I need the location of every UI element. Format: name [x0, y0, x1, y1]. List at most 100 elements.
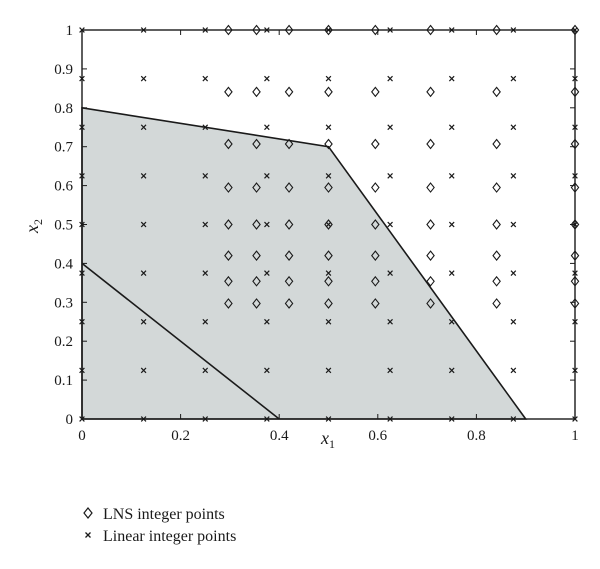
- lns-point: [324, 86, 333, 98]
- linear-point: [325, 124, 332, 131]
- linear-point: [387, 221, 393, 228]
- linear-point: [387, 270, 393, 276]
- lns-point: [284, 86, 294, 98]
- lns-point: [284, 250, 294, 262]
- x-axis-label: x1: [320, 428, 335, 451]
- lns-point: [324, 138, 333, 150]
- linear-point: [140, 318, 147, 325]
- axes: 0 0.2 0.4 0.6 0.8 1 0 0.1 0.2 0.3 0.4 0.5 0.6 0.7 0.8 0…: [54, 23, 579, 444]
- lns-point: [371, 138, 380, 150]
- linear-point: [448, 270, 455, 276]
- legend: LNS integer points Linear integer points: [83, 506, 236, 545]
- lns-point: [492, 250, 501, 262]
- x-tick-label: 0.8: [467, 428, 486, 444]
- y-tick-label: 0.8: [54, 101, 73, 117]
- y-tick-label: 0.6: [54, 179, 73, 195]
- linear-point: [325, 367, 332, 374]
- lns-point: [224, 275, 233, 287]
- linear-point: [202, 173, 209, 179]
- x-tick-label: 0.4: [270, 428, 289, 444]
- lns-point: [224, 86, 233, 98]
- linear-point: [510, 221, 517, 228]
- y-tick-label: 0.9: [54, 62, 73, 78]
- legend-label-linear: Linear integer points: [103, 528, 236, 545]
- y-tick-label: 0.4: [54, 256, 73, 272]
- lns-point: [252, 138, 261, 150]
- inner-boundary-line: [81, 262, 280, 420]
- lns-point: [252, 182, 261, 193]
- linear-point: [510, 173, 517, 179]
- linear-point: [264, 221, 270, 228]
- lns-point: [284, 24, 294, 36]
- linear-point: [202, 367, 209, 374]
- linear-point: [448, 367, 455, 374]
- lns-point: [224, 138, 233, 150]
- linear-point: [264, 270, 270, 276]
- y-tick-label: 0.2: [54, 334, 73, 350]
- lns-point: [252, 24, 261, 36]
- lns-point: [426, 24, 435, 36]
- lns-point: [324, 298, 333, 309]
- y-tick-label: 0.5: [54, 218, 73, 234]
- lns-point: [371, 250, 380, 262]
- x-axis-label-subscript: 1: [329, 437, 335, 451]
- lns-point: [492, 86, 501, 98]
- y-tick-label: 0.1: [54, 373, 73, 389]
- lns-point: [284, 219, 294, 230]
- lns-point: [224, 182, 233, 193]
- lns-point: [252, 298, 261, 309]
- linear-point: [140, 367, 147, 374]
- linear-point: [140, 124, 147, 131]
- lns-point: [426, 182, 435, 193]
- lns-point: [324, 250, 333, 262]
- linear-point: [140, 75, 147, 82]
- linear-point: [140, 221, 147, 228]
- linear-point: [325, 270, 332, 276]
- x-tick-label: 0.2: [171, 428, 190, 444]
- linear-point: [510, 124, 517, 131]
- feasible-region: [81, 106, 528, 420]
- lns-point: [371, 86, 380, 98]
- y-tick-label: 0.7: [54, 140, 73, 156]
- linear-point: [202, 75, 209, 82]
- y-axis-label-subscript: 2: [31, 219, 45, 225]
- legend-item-linear: Linear integer points: [85, 528, 236, 545]
- lns-point: [426, 138, 435, 150]
- linear-point: [387, 75, 393, 82]
- y-axis-label: x2: [22, 219, 45, 234]
- lns-point: [224, 298, 233, 309]
- lns-point: [426, 275, 435, 287]
- linear-point: [325, 75, 332, 82]
- linear-point: [264, 75, 270, 82]
- linear-point: [325, 173, 332, 179]
- lns-point: [426, 298, 435, 309]
- x-marker-icon: [85, 532, 91, 538]
- lns-point: [252, 86, 261, 98]
- x-tick-label: 0.6: [368, 428, 387, 444]
- linear-point: [264, 367, 270, 374]
- legend-label-lns: LNS integer points: [103, 506, 225, 523]
- lns-point: [252, 275, 261, 287]
- linear-point: [202, 221, 209, 228]
- lns-point: [324, 24, 333, 36]
- linear-point: [510, 367, 517, 374]
- lns-point: [284, 138, 294, 150]
- linear-point: [325, 221, 332, 228]
- linear-point: [264, 124, 270, 131]
- linear-point: [448, 173, 455, 179]
- x-tick-label: 0: [78, 428, 86, 444]
- lns-points-series: [224, 24, 580, 309]
- linear-point: [202, 318, 209, 325]
- lns-point: [224, 250, 233, 262]
- lns-point: [252, 250, 261, 262]
- linear-point: [448, 75, 455, 82]
- linear-point: [448, 221, 455, 228]
- linear-point: [510, 270, 517, 276]
- lns-point: [492, 275, 501, 287]
- lns-point: [371, 24, 380, 36]
- y-tick-label: 1: [66, 23, 74, 39]
- lns-point: [492, 298, 501, 309]
- lns-point: [492, 138, 501, 150]
- linear-point: [387, 124, 393, 131]
